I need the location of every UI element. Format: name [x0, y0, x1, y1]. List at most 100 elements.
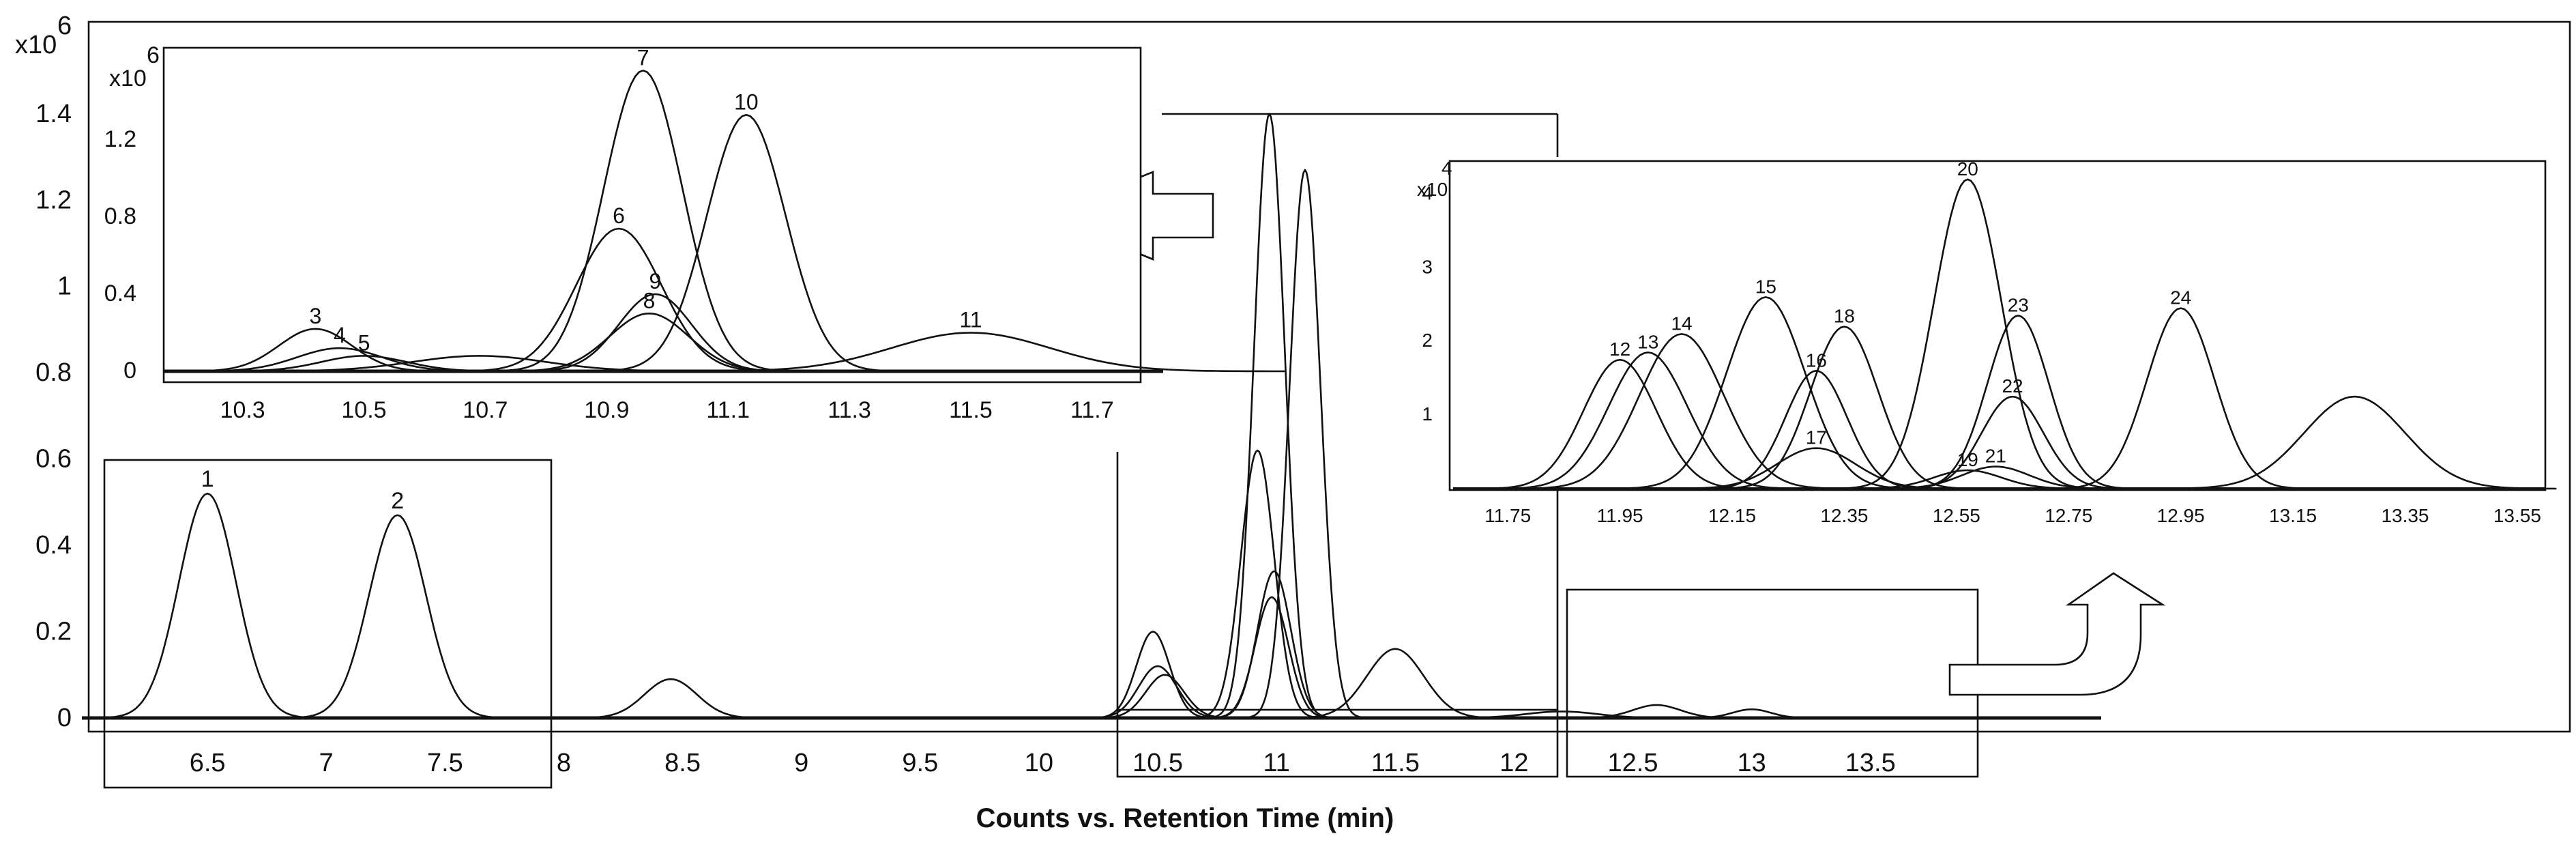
inset2-peak-trace: [1894, 315, 2142, 490]
inset2-x-tick-label: 12.15: [1708, 505, 1756, 526]
main-peak-label: 1: [201, 466, 214, 492]
inset2-y-exponent-base: x10: [1417, 179, 1448, 200]
main-peak-trace: [1281, 648, 1510, 719]
inset1-x-tick-labels: 10.3 10.5 10.7 10.9 11.1 11.3 11.5 11.7: [220, 397, 1114, 423]
main-plot-frame: [87, 20, 2571, 733]
main-x-tick-label: 10: [1025, 749, 1053, 777]
main-x-tick-label: 7.5: [427, 749, 463, 777]
inset2-peak-trace: [2152, 395, 2557, 490]
main-x-tick-label: 9.5: [902, 749, 938, 777]
inset1-frame: [162, 46, 1142, 384]
main-y-tick-label: 0.6: [35, 445, 72, 474]
main-x-tick-label: 13: [1738, 749, 1766, 777]
main-x-tick-label: 7: [319, 749, 334, 777]
main-y-tick-label: 1: [57, 272, 72, 301]
main-x-tick-label: 11: [1263, 749, 1289, 777]
inset1-x-tick-label: 10.3: [220, 397, 265, 423]
inset2-peak-label: 14: [1671, 313, 1692, 334]
inset1-y-tick-label: 1.2: [104, 126, 136, 152]
inset1-y-exponent-power: 6: [147, 42, 160, 68]
main-peak-trace: [1086, 631, 1220, 719]
inset1-x-tick-label: 11.7: [1070, 397, 1114, 423]
inset2-x-tick-label: 12.75: [2045, 505, 2092, 526]
main-x-tick-label: 11.5: [1371, 749, 1420, 777]
inset1-peak-labels: 34 5 6 7 89 10 11: [309, 45, 982, 355]
inset2-y-tick-label: 3: [1422, 256, 1433, 277]
inset2-peak-label: 18: [1834, 306, 1855, 327]
inset2-peak-label: 17: [1806, 427, 1827, 448]
inset-chart-right: x10 4 12 3 4 11.75 11.95 12.15 12.35 12.55 12.7…: [1417, 158, 2557, 526]
inset2-peak-label: 12: [1609, 339, 1630, 360]
inset1-y-tick-label: 0: [123, 358, 136, 384]
zoom-connector-lines: [1116, 113, 1559, 710]
inset2-peak-labels: 12 13 14 15 16 17 18 19 20 21 22 23 24: [1609, 158, 2191, 470]
main-x-tick-label: 6.5: [190, 749, 226, 777]
inset1-x-tick-label: 11.5: [949, 397, 993, 423]
main-y-tick-label: 0.8: [35, 358, 72, 387]
inset2-peak-label: 21: [1985, 446, 2006, 467]
x-axis-title: Counts vs. Retention Time (min): [976, 803, 1394, 833]
main-y-exponent-power: 6: [57, 12, 72, 40]
main-x-tick-labels: 6.5 7 7.5 8 8.5 9 9.5 10 10.5 11 11.5 12 12.5 13 13.5: [190, 749, 1896, 777]
main-x-tick-label: 12: [1499, 749, 1528, 777]
inset1-peak-label: 8: [643, 288, 656, 313]
main-peak-trace: [283, 514, 512, 719]
inset1-peak-label: 10: [734, 89, 759, 114]
inset1-x-tick-label: 11.1: [706, 397, 750, 423]
inset1-x-tick-label: 10.5: [341, 397, 386, 423]
main-y-tick-label: 0: [57, 704, 72, 732]
inset1-x-tick-label: 11.3: [828, 397, 871, 423]
inset2-y-exponent-power: 4: [1441, 158, 1452, 179]
inset2-x-tick-label: 11.95: [1597, 505, 1643, 526]
inset1-peak-trace: [485, 70, 801, 373]
main-x-tick-label: 8: [557, 749, 571, 777]
main-x-tick-label: 8.5: [664, 749, 701, 777]
inset-chart-top-left: x10 6 0 0.4 0.8 1.2 10.3 10.5 10.7 10.9 11.1 11.…: [104, 42, 1287, 423]
zoom-box-middle: [1116, 708, 1559, 778]
inset1-y-tick-label: 0.4: [104, 280, 136, 306]
inset1-peak-label: 11: [959, 308, 982, 332]
inset2-peak-label: 15: [1755, 276, 1776, 297]
main-x-tick-label: 13.5: [1845, 749, 1896, 777]
inset2-peak-trace: [1513, 333, 1850, 490]
main-x-tick-label: 9: [794, 749, 808, 777]
inset2-y-tick-label: 4: [1422, 182, 1433, 203]
main-x-tick-label: 10.5: [1132, 749, 1183, 777]
inset1-y-tick-labels: 0 0.4 0.8 1.2: [104, 126, 136, 384]
inset2-peak-trace: [1474, 358, 1766, 490]
inset2-peak-label: 24: [2170, 287, 2191, 308]
inset2-peak-label: 23: [2008, 294, 2029, 315]
inset2-x-tick-label: 13.15: [2269, 505, 2317, 526]
inset2-x-tick-label: 12.95: [2157, 505, 2205, 526]
main-peak-trace: [1089, 674, 1241, 719]
inset1-peak-trace: [509, 293, 801, 373]
main-peak-label: 2: [391, 488, 404, 514]
inset2-y-tick-labels: 1 2 3 4: [1422, 182, 1433, 424]
inset1-peak-trace: [588, 114, 905, 373]
inset2-x-tick-label: 11.75: [1484, 505, 1531, 526]
main-peak-trace: [1208, 113, 1332, 719]
main-x-tick-label: 12.5: [1608, 749, 1658, 777]
inset1-y-tick-label: 0.8: [104, 203, 136, 229]
inset2-peak-label: 20: [1957, 158, 1978, 179]
inset2-peak-label: 13: [1637, 331, 1658, 352]
main-peak-trace: [566, 678, 776, 719]
inset2-x-tick-label: 12.55: [1933, 505, 1980, 526]
inset1-peak-label: 9: [649, 269, 662, 293]
inset2-x-tick-label: 12.35: [1820, 505, 1868, 526]
inset1-peak-trace: [449, 227, 789, 373]
inset2-x-tick-label: 13.55: [2493, 505, 2541, 526]
inset1-peak-label: 7: [637, 45, 649, 70]
inset2-traces: [1474, 178, 2557, 490]
main-y-tick-label: 1.4: [35, 100, 72, 128]
inset1-peak-label: 4: [334, 323, 346, 347]
main-peak-trace: [1205, 596, 1338, 719]
zoom-box-left: [103, 459, 553, 789]
main-peak-trace: [1190, 449, 1324, 719]
main-y-tick-label: 1.2: [35, 186, 72, 214]
inset1-peak-label: 3: [309, 304, 321, 328]
main-chart: x10 6 0 0.2 0.4 0.6 0.8 1 1.2 1.4 6.5 7 7.5 8 8.5 9 9…: [15, 12, 2571, 833]
inset2-peak-trace: [2046, 307, 2315, 490]
inset1-peak-label: 6: [613, 203, 625, 228]
